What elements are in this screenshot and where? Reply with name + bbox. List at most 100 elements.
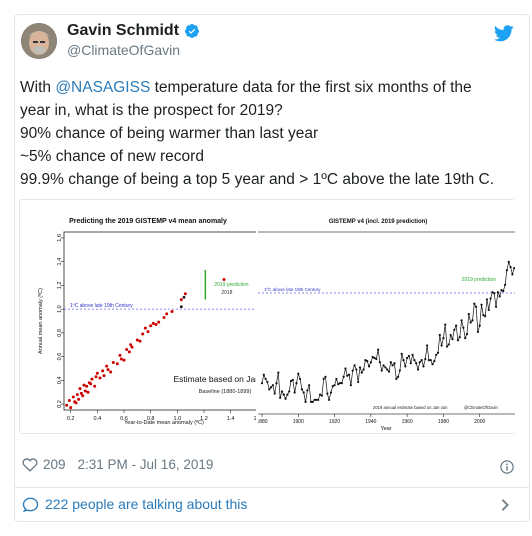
data-point	[358, 366, 362, 369]
y-tick-label: 1.2	[57, 282, 63, 290]
data-point	[476, 330, 479, 333]
data-point	[451, 338, 454, 341]
line-chart-image[interactable]: GISTEMP v4 (incl. 2019 prediction) 1ºC a…	[256, 200, 515, 433]
data-point	[151, 321, 155, 325]
twitter-bird-icon[interactable]	[494, 25, 514, 42]
x-tick-label: 1880	[258, 419, 268, 425]
data-point	[273, 392, 276, 395]
reference-line-label: 1ºC above late 19th Century	[264, 287, 321, 292]
data-point	[505, 269, 509, 272]
data-point	[418, 361, 421, 364]
data-point	[162, 315, 166, 319]
x-tick-label: 1940	[365, 419, 376, 425]
data-point	[146, 330, 150, 334]
conversation-count-text[interactable]: 222 people are talking about this	[45, 496, 248, 512]
data-point	[95, 371, 99, 375]
chevron-right-icon[interactable]	[500, 498, 510, 512]
data-point	[79, 391, 83, 395]
data-point	[83, 389, 87, 393]
x-tick-label: 0.6	[120, 416, 128, 422]
mention-link[interactable]: @NASAGISS	[55, 79, 151, 96]
data-point	[98, 376, 102, 380]
y-tick-label: 0.8	[57, 329, 63, 337]
data-point	[351, 369, 354, 372]
data-point	[465, 332, 469, 336]
y-tick-label: 0.4	[57, 377, 63, 385]
x-tick-label: 0.2	[67, 416, 75, 422]
data-point	[286, 393, 289, 396]
data-point	[170, 310, 174, 314]
tweet-media[interactable]: Predicting the 2019 GISTEMP v4 mean anom…	[19, 199, 515, 434]
prediction-label: 2019 prediction	[214, 282, 248, 288]
tweet-meta: 209 2:31 PM - Jul 16, 2019	[22, 457, 213, 472]
avatar[interactable]	[21, 23, 57, 59]
info-icon[interactable]	[500, 460, 514, 474]
prediction-label: 2019 prediction	[462, 277, 496, 283]
tweet-line-3: 90% chance of being warmer than last yea…	[20, 125, 319, 142]
scatter-chart-image[interactable]: Predicting the 2019 GISTEMP v4 mean anom…	[20, 200, 277, 433]
x-tick-label: 1980	[438, 419, 449, 425]
data-point	[460, 319, 463, 322]
data-point	[431, 363, 434, 366]
data-point	[313, 398, 316, 401]
data-point	[105, 364, 109, 368]
author-name-row[interactable]: Gavin Schmidt	[67, 22, 200, 40]
media-divider	[256, 200, 258, 433]
data-point	[447, 343, 450, 346]
heart-icon[interactable]	[22, 457, 38, 472]
data-point	[489, 297, 492, 300]
x-tick-label: 1960	[402, 419, 413, 425]
tweet-text-segment: With	[20, 79, 56, 96]
tweet-text-segment: temperature data for the first six month…	[150, 79, 472, 96]
y-axis-label: Annual mean anomaly (ºC)	[37, 288, 44, 354]
data-point	[496, 291, 499, 294]
data-point	[340, 381, 343, 385]
data-point	[378, 361, 382, 364]
x-tick-label: 0.4	[94, 416, 102, 422]
data-point	[487, 308, 490, 312]
data-point	[90, 377, 94, 381]
data-point	[377, 348, 380, 351]
data-point	[373, 356, 376, 360]
speech-bubble-icon	[22, 497, 39, 512]
data-point	[413, 359, 416, 362]
data-point	[300, 388, 304, 391]
data-point	[393, 362, 396, 365]
like-count[interactable]: 209	[43, 457, 66, 472]
timestamp[interactable]: 2:31 PM - Jul 16, 2019	[77, 457, 214, 472]
data-point	[309, 400, 313, 404]
data-point	[277, 371, 280, 374]
data-point	[360, 371, 363, 374]
data-point	[89, 382, 93, 386]
conversation-link[interactable]: 222 people are talking about this	[22, 496, 247, 512]
data-point	[407, 354, 411, 358]
data-point	[94, 375, 98, 379]
baseline-note: Baseline (1880-1899)	[199, 389, 252, 395]
author-name[interactable]: Gavin Schmidt	[67, 22, 180, 39]
data-point	[493, 292, 496, 295]
data-point	[74, 401, 78, 405]
data-point	[279, 396, 282, 399]
data-point	[77, 397, 81, 401]
data-point	[122, 358, 126, 362]
data-point	[453, 328, 456, 331]
data-point	[81, 394, 85, 398]
data-point	[331, 385, 334, 388]
data-point	[438, 333, 441, 337]
data-point	[101, 369, 105, 373]
author-handle[interactable]: @ClimateOfGavin	[67, 42, 181, 58]
data-point	[513, 267, 515, 270]
data-point	[297, 372, 300, 375]
data-point	[324, 375, 327, 378]
data-point	[129, 343, 133, 347]
data-point	[456, 339, 460, 342]
tweet-line-1: With @NASAGISS temperature data for the …	[20, 76, 510, 99]
data-point	[143, 326, 147, 330]
data-point	[349, 384, 352, 387]
data-point	[429, 359, 432, 362]
x-tick-label: 1.4	[227, 416, 235, 422]
tweet-text: With @NASAGISS temperature data for the …	[20, 76, 510, 191]
data-point	[304, 400, 307, 404]
data-point	[362, 368, 365, 371]
data-point	[165, 312, 169, 316]
